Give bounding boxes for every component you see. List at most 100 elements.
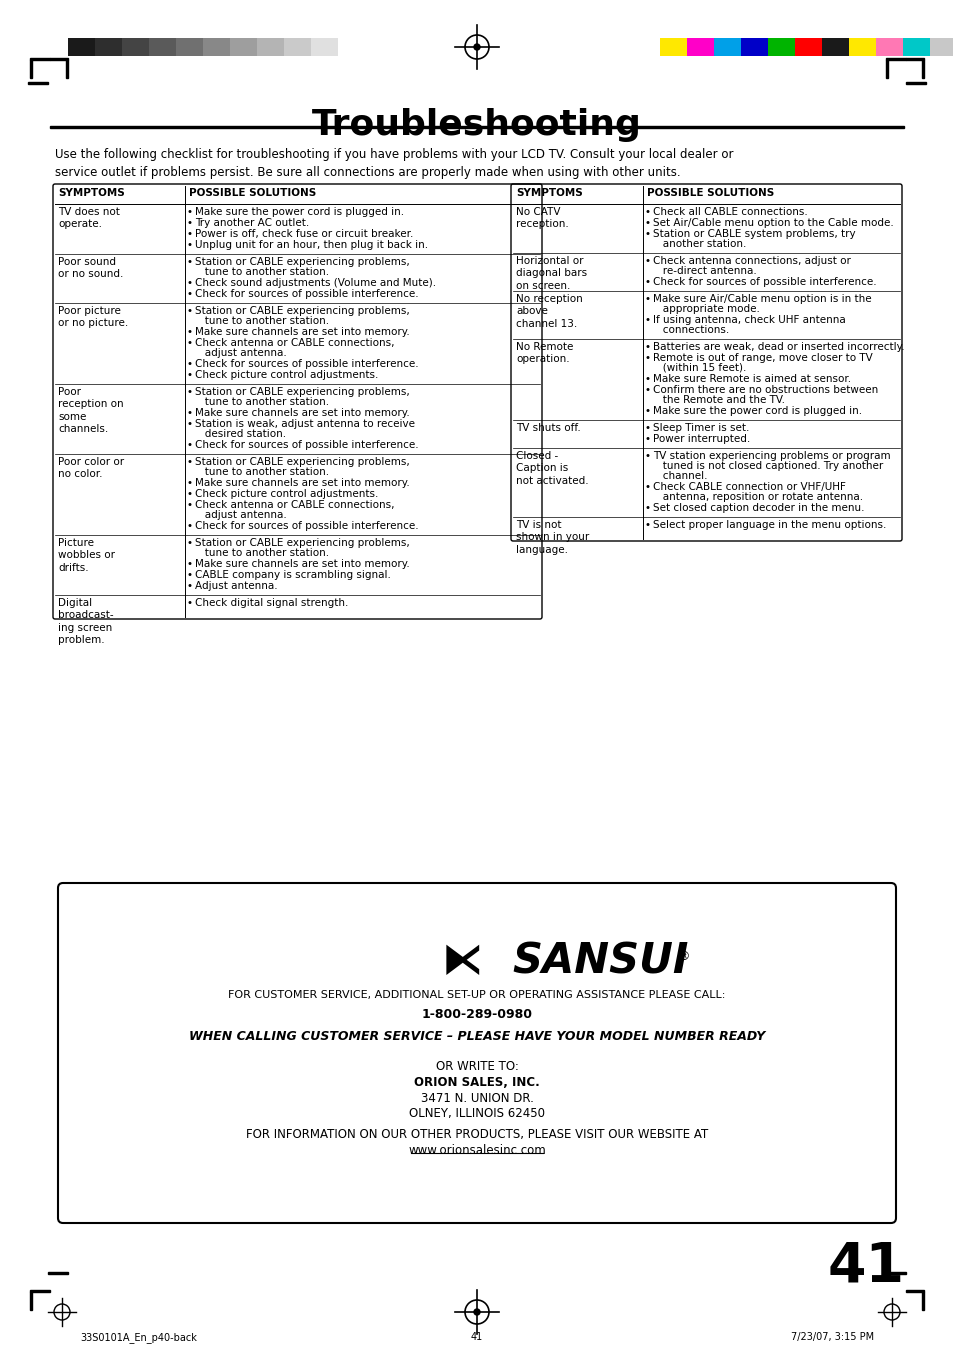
Text: •: • [187,218,193,228]
Text: Poor picture
or no picture.: Poor picture or no picture. [58,305,128,328]
Text: Remote is out of range, move closer to TV: Remote is out of range, move closer to T… [652,353,872,363]
Text: •: • [644,218,650,228]
Text: TV station experiencing problems or program: TV station experiencing problems or prog… [652,451,890,461]
Bar [686,38,713,55]
Text: •: • [644,353,650,363]
Bar [848,38,875,55]
Text: •: • [187,408,193,417]
Text: Station or CABLE system problems, try: Station or CABLE system problems, try [652,230,855,239]
Text: •: • [187,559,193,569]
Text: •: • [644,407,650,416]
Bar [875,38,902,55]
Text: Check sound adjustments (Volume and Mute).: Check sound adjustments (Volume and Mute… [194,278,436,288]
Text: •: • [187,230,193,239]
Text: •: • [187,598,193,608]
Bar [821,38,848,55]
Text: •: • [187,327,193,336]
Text: Check antenna or CABLE connections,: Check antenna or CABLE connections, [194,500,395,509]
Text: Power interrupted.: Power interrupted. [652,434,749,444]
Text: •: • [187,289,193,299]
Text: Make sure the power cord is plugged in.: Make sure the power cord is plugged in. [652,407,862,416]
Text: No CATV
reception.: No CATV reception. [516,207,568,230]
Bar [30,1290,50,1292]
Bar [48,1273,68,1274]
Bar [902,38,929,55]
Text: desired station.: desired station. [194,430,286,439]
Text: Sleep Timer is set.: Sleep Timer is set. [652,423,749,434]
Text: tuned is not closed captioned. Try another: tuned is not closed captioned. Try anoth… [652,461,882,471]
Text: Poor sound
or no sound.: Poor sound or no sound. [58,257,123,280]
Text: POSSIBLE SOLUTIONS: POSSIBLE SOLUTIONS [646,188,774,199]
Text: •: • [644,230,650,239]
Text: •: • [644,207,650,218]
Text: •: • [644,277,650,286]
Text: Make sure channels are set into memory.: Make sure channels are set into memory. [194,327,410,336]
Text: •: • [644,520,650,530]
Text: Check for sources of possible interference.: Check for sources of possible interferen… [652,277,876,286]
Bar [337,38,365,55]
Bar [95,38,122,55]
Text: SANSUI: SANSUI [512,940,688,982]
Text: •: • [644,315,650,326]
Text: the Remote and the TV.: the Remote and the TV. [652,394,784,405]
Text: Check CABLE connection or VHF/UHF: Check CABLE connection or VHF/UHF [652,482,845,492]
Text: Make sure Air/Cable menu option is in the: Make sure Air/Cable menu option is in th… [652,295,871,304]
Bar [885,58,905,59]
Text: •: • [644,295,650,304]
Text: Make sure channels are set into memory.: Make sure channels are set into memory. [194,478,410,488]
Text: Make sure the power cord is plugged in.: Make sure the power cord is plugged in. [194,207,404,218]
Text: Try another AC outlet.: Try another AC outlet. [194,218,309,228]
Text: OLNEY, ILLINOIS 62450: OLNEY, ILLINOIS 62450 [409,1106,544,1120]
Bar [929,38,953,55]
Text: Make sure channels are set into memory.: Make sure channels are set into memory. [194,408,410,417]
Text: •: • [187,240,193,250]
Bar [659,38,686,55]
FancyBboxPatch shape [58,884,895,1223]
Text: •: • [187,278,193,288]
Text: another station.: another station. [652,239,745,249]
Text: tune to another station.: tune to another station. [194,316,329,326]
Text: Make sure Remote is aimed at sensor.: Make sure Remote is aimed at sensor. [652,374,850,384]
Text: No Remote
operation.: No Remote operation. [516,342,573,365]
Text: Station or CABLE experiencing problems,: Station or CABLE experiencing problems, [194,386,410,397]
Bar [284,38,311,55]
Bar [885,59,887,78]
Text: •: • [187,257,193,267]
Bar [794,38,821,55]
Text: CABLE company is scrambling signal.: CABLE company is scrambling signal. [194,570,391,580]
Text: •: • [187,305,193,316]
Bar [311,38,337,55]
Text: •: • [187,338,193,349]
Text: •: • [644,482,650,492]
Text: Check picture control adjustments.: Check picture control adjustments. [194,489,378,499]
Bar [30,1292,32,1310]
Bar [230,38,256,55]
Text: TV shuts off.: TV shuts off. [516,423,580,434]
Text: •: • [644,434,650,444]
Text: tune to another station.: tune to another station. [194,549,329,558]
Circle shape [474,45,479,50]
Text: adjust antenna.: adjust antenna. [194,349,287,358]
Text: •: • [187,570,193,580]
Text: appropriate mode.: appropriate mode. [652,304,760,313]
Text: WHEN CALLING CUSTOMER SERVICE – PLEASE HAVE YOUR MODEL NUMBER READY: WHEN CALLING CUSTOMER SERVICE – PLEASE H… [189,1029,764,1043]
Bar [740,38,767,55]
Text: tune to another station.: tune to another station. [194,267,329,277]
Bar [66,59,68,78]
Text: Poor color or
no color.: Poor color or no color. [58,457,124,480]
Text: •: • [644,385,650,394]
Bar [50,126,903,128]
Text: Station is weak, adjust antenna to receive: Station is weak, adjust antenna to recei… [194,419,415,430]
Text: If using antenna, check UHF antenna: If using antenna, check UHF antenna [652,315,845,326]
Text: Station or CABLE experiencing problems,: Station or CABLE experiencing problems, [194,457,410,467]
Bar [885,1273,905,1274]
Text: •: • [187,489,193,499]
Text: 33S0101A_En_p40-back: 33S0101A_En_p40-back [80,1332,196,1343]
Text: 41: 41 [827,1240,904,1294]
Text: OR WRITE TO:: OR WRITE TO: [436,1061,517,1073]
Text: •: • [644,255,650,266]
Text: FOR CUSTOMER SERVICE, ADDITIONAL SET-UP OR OPERATING ASSISTANCE PLEASE CALL:: FOR CUSTOMER SERVICE, ADDITIONAL SET-UP … [228,990,725,1000]
Text: Horizontal or
diagonal bars
on screen.: Horizontal or diagonal bars on screen. [516,255,586,290]
Bar [905,58,923,59]
Circle shape [474,1309,479,1315]
